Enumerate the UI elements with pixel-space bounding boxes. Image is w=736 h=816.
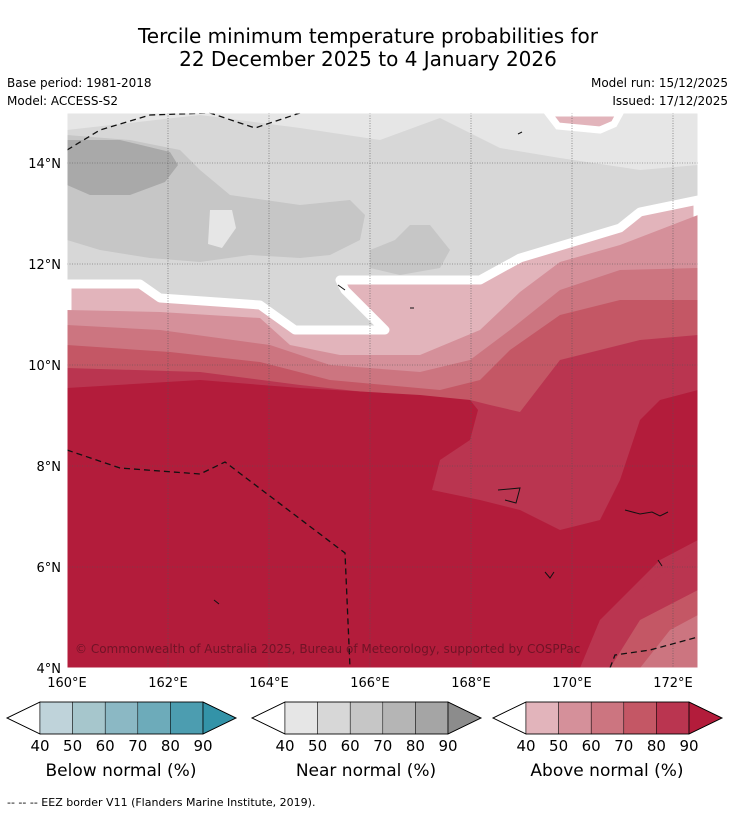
chart-title-line2: 22 December 2025 to 4 January 2026 bbox=[179, 47, 557, 71]
lon-label: 166°E bbox=[350, 676, 390, 691]
legend-above-segment bbox=[623, 701, 657, 735]
eez-border-south bbox=[66, 449, 351, 669]
legend-near-segment bbox=[415, 701, 449, 735]
above-normal-40-top bbox=[543, 113, 624, 134]
legend-above-segment bbox=[558, 701, 592, 735]
lat-label: 10°N bbox=[28, 359, 61, 374]
near-normal-40-band bbox=[67, 113, 698, 170]
eez-border-southeast bbox=[609, 636, 699, 669]
legend-below-segment bbox=[170, 701, 204, 735]
latitude-labels: 14°N 12°N 10°N 8°N 6°N 4°N bbox=[28, 157, 61, 677]
legend-below: 40 50 60 70 80 90 bbox=[6, 701, 237, 755]
base-period: Base period: 1981-2018 bbox=[7, 76, 152, 90]
legend-label-above: Above normal (%) bbox=[530, 761, 684, 781]
legend-below-frame bbox=[6, 701, 237, 735]
legend-near-high-arrow bbox=[447, 701, 482, 735]
atoll-kwajalein bbox=[497, 487, 521, 504]
legend-above-tick: 80 bbox=[647, 737, 666, 755]
above-normal-60-sw bbox=[640, 615, 698, 668]
legend-above-frame bbox=[492, 701, 723, 735]
map-frame bbox=[66, 112, 699, 669]
lat-label: 4°N bbox=[37, 662, 62, 677]
legend-near: 40 50 60 70 80 90 bbox=[251, 701, 482, 755]
legend-below-tick: 80 bbox=[161, 737, 180, 755]
legend-above-low-arrow bbox=[492, 701, 527, 735]
gridlines bbox=[67, 113, 698, 668]
lon-label: 168°E bbox=[451, 676, 491, 691]
legend-near-tick: 90 bbox=[438, 737, 457, 755]
legend-near-segment bbox=[382, 701, 416, 735]
legend-below-segment bbox=[72, 701, 106, 735]
legend-above-tick: 90 bbox=[679, 737, 698, 755]
legend-below-tick: 60 bbox=[96, 737, 115, 755]
legends: 40 50 60 70 80 90 40 50 60 70 80 90 40 50 60 70 80 90 bbox=[6, 701, 723, 755]
legend-below-tick: 40 bbox=[30, 737, 49, 755]
legend-near-tick: 80 bbox=[406, 737, 425, 755]
lon-label: 172°E bbox=[653, 676, 693, 691]
atoll-mili bbox=[657, 559, 663, 567]
legend-below-segment bbox=[104, 701, 139, 735]
model-name: Model: ACCESS-S2 bbox=[7, 94, 119, 108]
longitude-labels: 160°E 162°E 164°E 166°E 168°E 170°E 172°E bbox=[47, 676, 693, 691]
near-normal-60-blob bbox=[370, 225, 450, 275]
legend-above-segment bbox=[656, 701, 690, 735]
legend-above-high-arrow bbox=[688, 701, 723, 735]
legend-below-tick: 50 bbox=[63, 737, 82, 755]
legend-near-segment bbox=[284, 701, 318, 735]
legend-near-tick: 40 bbox=[275, 737, 294, 755]
legend-near-low-arrow bbox=[251, 701, 286, 735]
lon-label: 170°E bbox=[552, 676, 592, 691]
legend-above-tick: 70 bbox=[614, 737, 633, 755]
above-normal-90-region bbox=[67, 380, 698, 668]
legend-above-tick: 60 bbox=[582, 737, 601, 755]
legend-below-low-arrow bbox=[6, 701, 41, 735]
near-normal-70-patch bbox=[67, 140, 178, 195]
lat-label: 14°N bbox=[28, 157, 61, 172]
legend-above-tick: 40 bbox=[516, 737, 535, 755]
legend-above-segment bbox=[525, 701, 559, 735]
legend-above-tick: 50 bbox=[549, 737, 568, 755]
legend-above-segment bbox=[590, 701, 625, 735]
legend-near-segment bbox=[349, 701, 384, 735]
atoll-south bbox=[544, 571, 555, 579]
legend-near-frame bbox=[251, 701, 482, 735]
islands bbox=[213, 131, 669, 605]
legend-label-near: Near normal (%) bbox=[295, 761, 437, 781]
legend-below-segment bbox=[137, 701, 171, 735]
eez-footnote: -- -- -- EEZ border V11 (Flanders Marine… bbox=[7, 796, 316, 809]
atoll-bikini bbox=[337, 284, 346, 291]
legend-below-high-arrow bbox=[202, 701, 237, 735]
lon-label: 164°E bbox=[249, 676, 289, 691]
lat-label: 8°N bbox=[37, 460, 62, 475]
chart-title-line1: Tercile minimum temperature probabilitie… bbox=[137, 24, 599, 48]
legend-below-tick: 70 bbox=[128, 737, 147, 755]
legend-near-segment bbox=[317, 701, 351, 735]
issued-date: Issued: 17/12/2025 bbox=[612, 94, 728, 108]
model-run: Model run: 15/12/2025 bbox=[590, 76, 728, 90]
lon-label: 160°E bbox=[47, 676, 87, 691]
legend-above: 40 50 60 70 80 90 bbox=[492, 701, 723, 755]
legend-near-tick: 50 bbox=[308, 737, 327, 755]
atoll-north bbox=[517, 131, 523, 135]
lon-label: 162°E bbox=[148, 676, 188, 691]
legend-label-below: Below normal (%) bbox=[45, 761, 197, 781]
legend-below-tick: 90 bbox=[193, 737, 212, 755]
lat-label: 6°N bbox=[37, 561, 62, 576]
atoll-majuro bbox=[624, 509, 669, 517]
eez-borders bbox=[66, 112, 699, 669]
eez-border-north bbox=[66, 112, 301, 151]
map-field bbox=[67, 113, 698, 668]
copyright-note: © Commonwealth of Australia 2025, Bureau… bbox=[75, 642, 580, 656]
lat-label: 12°N bbox=[28, 258, 61, 273]
atoll-ebon bbox=[213, 599, 220, 605]
legend-near-tick: 60 bbox=[341, 737, 360, 755]
near-normal-40-hole bbox=[208, 210, 236, 248]
legend-near-tick: 70 bbox=[373, 737, 392, 755]
legend-below-segment bbox=[39, 701, 73, 735]
